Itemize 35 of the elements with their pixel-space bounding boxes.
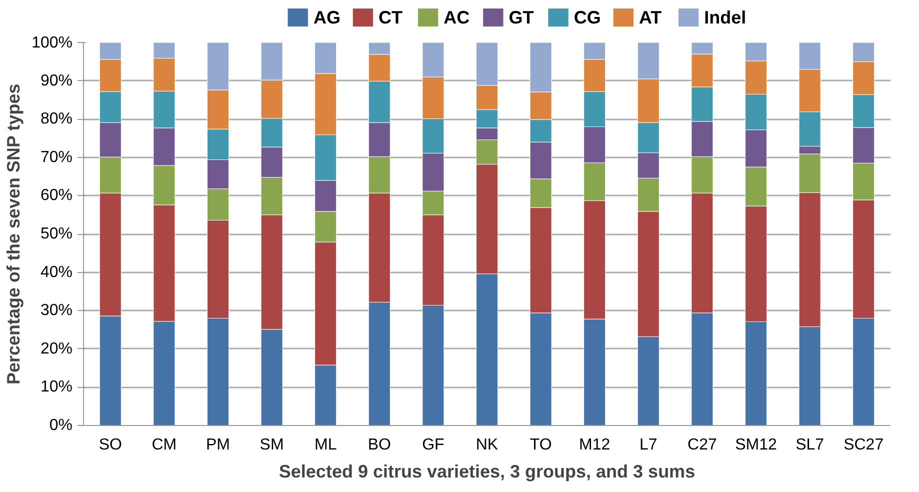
legend-label: AG: [313, 8, 340, 28]
y-tick-label: 0%: [49, 417, 72, 434]
y-tick-label: 40%: [40, 264, 73, 281]
y-tick-label: 100%: [32, 34, 72, 52]
y-tick-label: 90%: [40, 72, 73, 90]
x-tick-label: SM12: [735, 436, 777, 454]
legend-label: GT: [508, 8, 534, 28]
x-tick-label: CM: [152, 436, 177, 454]
x-tick-label: L7: [640, 436, 658, 454]
x-tick-label: M12: [579, 436, 610, 454]
y-tick-label: 70%: [40, 148, 73, 166]
x-tick-label: SC27: [844, 436, 884, 454]
y-tick-label: 80%: [40, 110, 73, 128]
legend-label: CG: [574, 8, 601, 28]
legend-label: CT: [378, 8, 403, 28]
y-axis-title: Percentage of the seven SNP types: [4, 84, 24, 385]
legend-label: AC: [444, 8, 470, 28]
y-tick-label: 30%: [40, 302, 73, 320]
x-tick-label: BO: [368, 436, 391, 454]
y-tick-label: 50%: [40, 226, 73, 242]
y-tick-label: 10%: [40, 378, 73, 396]
legend-label: AT: [639, 8, 662, 28]
x-tick-label: SO: [98, 436, 122, 454]
x-tick-label: PM: [206, 436, 230, 454]
x-tick-label: SM: [260, 436, 284, 454]
x-axis-title: Selected 9 citrus varieties, 3 groups, and 3 sums: [278, 462, 696, 482]
x-tick-label: ML: [314, 436, 337, 454]
x-tick-label: TO: [530, 436, 552, 454]
x-tick-label: NK: [476, 436, 498, 454]
y-tick-label: 60%: [40, 187, 73, 204]
y-tick-label: 20%: [40, 340, 73, 358]
x-tick-label: C27: [688, 436, 717, 454]
x-tick-label: SL7: [796, 436, 824, 454]
legend-label: Indel: [704, 8, 746, 28]
x-tick-label: GF: [422, 436, 445, 454]
